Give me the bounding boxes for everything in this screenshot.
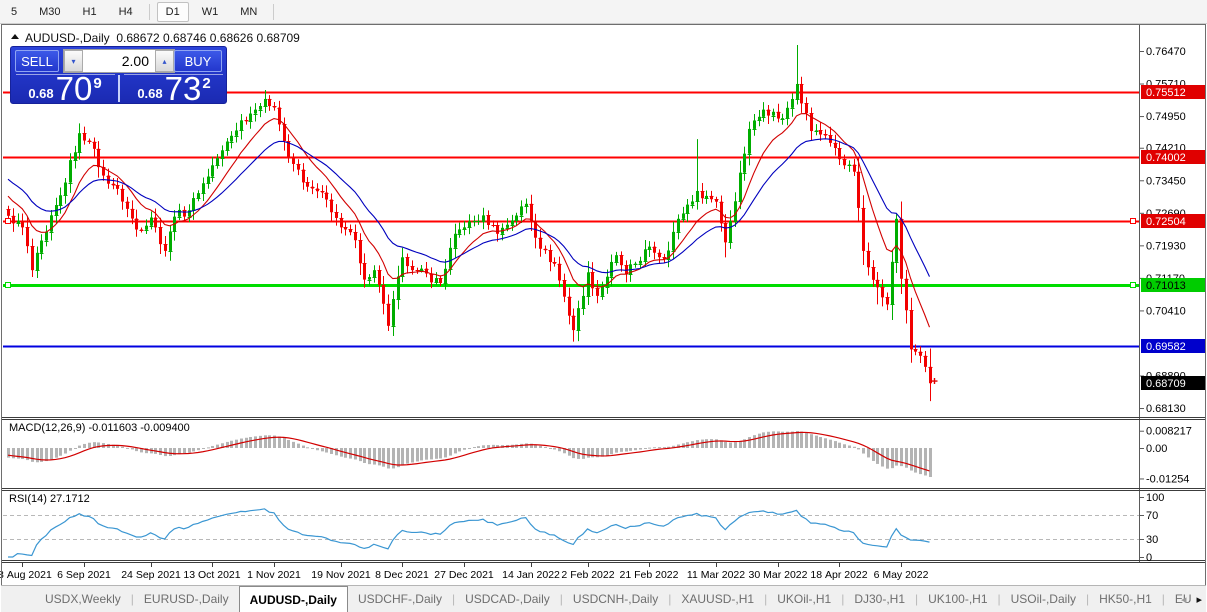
sell-price-prefix: 0.68 (28, 86, 54, 101)
tab-separator: | (997, 592, 1001, 606)
tab-separator: | (1085, 592, 1090, 606)
toolbar-separator (273, 3, 275, 20)
toolbar-separator (148, 3, 150, 20)
tab-hk50-h1[interactable]: HK50-,H1 (1099, 592, 1152, 606)
tab-separator: | (668, 592, 672, 606)
tab-separator: | (451, 592, 456, 606)
tab-separator: | (1161, 592, 1165, 606)
tab-usdcad-daily[interactable]: USDCAD-,Daily (465, 592, 550, 606)
volume-input[interactable] (83, 50, 155, 72)
buy-button[interactable]: BUY (174, 50, 222, 72)
tab-eurusd-daily[interactable]: EURUSD-,Daily (143, 592, 229, 606)
tab-separator: | (559, 592, 563, 606)
timeframe-button-5[interactable]: 5 (11, 5, 18, 18)
tab-scroll-arrows: ◂ ▸ (1181, 586, 1202, 612)
volume-increase-button[interactable]: ▴ (155, 50, 174, 72)
buy-price-prefix: 0.68 (137, 86, 163, 101)
tab-dj30-h1[interactable]: DJ30-,H1 (854, 592, 906, 606)
timeframe-button-D1[interactable]: D1 (156, 1, 189, 22)
timeframe-button-W1[interactable]: W1 (201, 5, 219, 18)
tab-usdx-weekly[interactable]: USDX,Weekly (45, 592, 121, 606)
tab-usdchf-daily[interactable]: USDCHF-,Daily (357, 592, 442, 606)
symbol-tab-bar: USDX,Weekly | EURUSD-,Daily AUDUSD-,Daily US… (1, 585, 1206, 612)
tab-ukoil-h1[interactable]: UKOil-,H1 (777, 592, 832, 606)
tab-audusd-daily[interactable]: AUDUSD-,Daily (238, 586, 348, 612)
timeframe-button-H1[interactable]: H1 (82, 5, 97, 18)
tab-scroll-right-icon[interactable]: ▸ (1196, 593, 1202, 606)
sell-button[interactable]: SELL (15, 50, 59, 72)
tab-usoil-daily[interactable]: USOil-,Daily (1010, 592, 1076, 606)
buy-underline (124, 74, 223, 75)
sell-price-big-digits: 70 (55, 70, 93, 107)
timeframe-button-M30[interactable]: M30 (39, 5, 61, 18)
volume-spinner: ▾ ▴ (63, 49, 175, 73)
volume-decrease-button[interactable]: ▾ (64, 50, 83, 72)
tab-xauusd-h1[interactable]: XAUUSD-,H1 (681, 592, 755, 606)
timeframe-button-MN[interactable]: MN (240, 5, 258, 18)
tab-uk100-h1[interactable]: UK100-,H1 (928, 592, 988, 606)
tab-separator: | (130, 592, 134, 606)
tab-separator: | (764, 592, 768, 606)
buy-price-big-digits: 73 (164, 70, 202, 107)
tab-separator: | (915, 592, 919, 606)
price-divider (118, 75, 120, 102)
buy-price[interactable]: 0.68 73 2 (121, 70, 226, 107)
timeframe-toolbar: 5 M30 H1 H4 D1 W1 MN (0, 0, 1207, 24)
sell-price[interactable]: 0.68 70 9 (12, 70, 117, 107)
tab-separator: | (841, 592, 845, 606)
buy-price-pip-digit: 2 (202, 75, 211, 92)
tab-eu[interactable]: EU (1174, 592, 1192, 606)
sell-underline (16, 74, 115, 75)
sell-price-pip-digit: 9 (93, 75, 102, 92)
one-click-trade-panel: SELL ▾ ▴ BUY 0.68 70 9 0.68 73 2 (10, 46, 227, 107)
tab-usdcnh-daily[interactable]: USDCNH-,Daily (572, 592, 659, 606)
timeframe-button-H4[interactable]: H4 (118, 5, 133, 18)
tab-scroll-left-icon[interactable]: ◂ (1180, 593, 1187, 606)
